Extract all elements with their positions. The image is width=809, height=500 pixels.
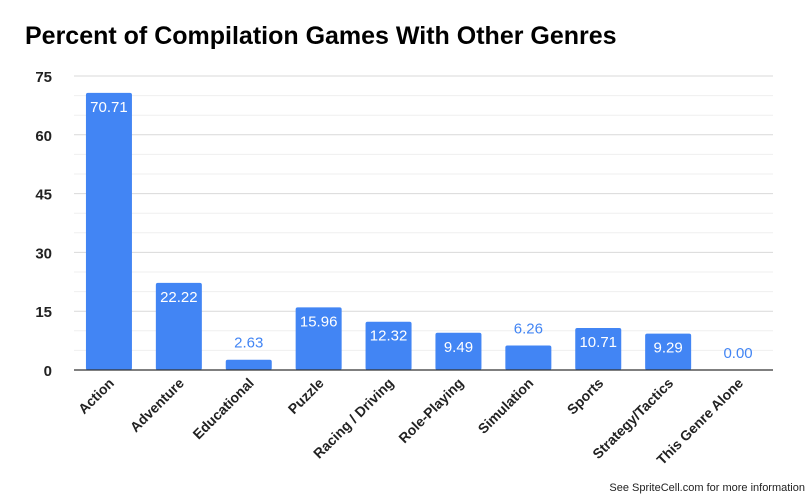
bar [505,345,552,370]
bar [365,321,412,370]
x-tick-label: Adventure [127,375,187,435]
y-tick-label: 75 [35,69,52,86]
bar [85,92,132,370]
bar [435,332,482,370]
data-label: 10.71 [579,334,617,351]
data-label: 2.63 [234,335,263,352]
x-tick-label: Educational [189,375,256,442]
bar [575,328,622,370]
bar [155,282,202,370]
y-tick-label: 30 [35,245,52,262]
data-label: 6.26 [514,320,543,337]
x-tick-label: Puzzle [285,375,327,417]
bar [225,359,272,370]
data-label: 0.00 [723,345,752,362]
y-tick-label: 60 [35,128,52,145]
x-tick-label: Sports [564,375,607,418]
footer-note: See SpriteCell.com for more information [609,482,805,494]
data-label: 12.32 [370,328,408,345]
data-label: 15.96 [300,313,338,330]
bar [645,333,692,370]
data-label: 22.22 [160,289,198,306]
x-tick-label: Action [75,375,117,417]
bar [295,307,342,370]
chart-title: Percent of Compilation Games With Other … [25,22,617,50]
y-tick-label: 45 [35,187,52,204]
x-tick-label: Simulation [475,375,537,437]
data-label: 70.71 [90,99,128,116]
y-tick-label: 0 [44,363,52,380]
y-tick-label: 15 [35,304,52,321]
x-tick-label: Role-Playing [395,375,466,446]
data-label: 9.29 [654,340,683,357]
data-label: 9.49 [444,339,473,356]
